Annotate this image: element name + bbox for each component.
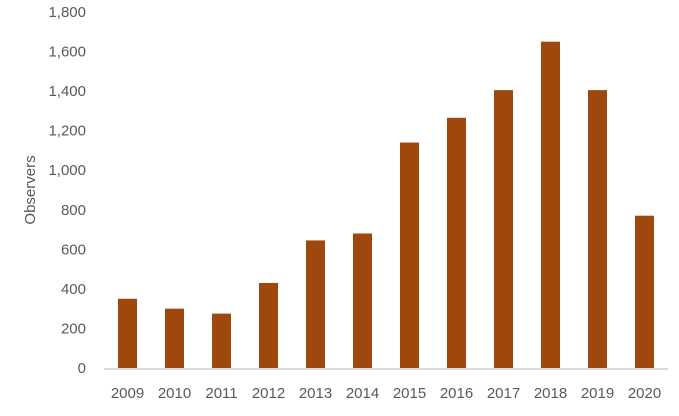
y-tick-label: 600: [61, 241, 86, 258]
bar-2014: [353, 233, 372, 368]
y-tick-label: 1,400: [48, 83, 86, 100]
bar-2010: [165, 308, 184, 368]
bar-2015: [400, 142, 419, 368]
x-tick-label: 2014: [346, 385, 379, 402]
y-tick-label: 1,200: [48, 123, 86, 140]
x-tick-label: 2017: [487, 385, 520, 402]
x-tick-label: 2013: [299, 385, 332, 402]
y-tick-label: 1,600: [48, 44, 86, 61]
x-tick-label: 2011: [205, 385, 237, 402]
y-tick-label: 1,000: [48, 162, 86, 179]
bar-2019: [588, 90, 607, 368]
bar-2013: [306, 240, 325, 368]
bar-2016: [447, 117, 466, 368]
bar-2012: [259, 282, 278, 368]
x-tick-label: 2010: [158, 385, 191, 402]
y-axis-label: Observers: [22, 155, 39, 224]
x-tick-label: 2015: [393, 385, 426, 402]
x-tick-label: 2016: [440, 385, 473, 402]
y-tick-label: 400: [61, 281, 86, 298]
y-tick-label: 200: [61, 320, 86, 337]
bar-2017: [494, 90, 513, 368]
y-tick-label: 0: [78, 360, 86, 377]
x-tick-label: 2018: [534, 385, 567, 402]
y-tick-label: 800: [61, 202, 86, 219]
x-tick-label: 2019: [581, 385, 614, 402]
bar-2018: [541, 41, 560, 369]
x-tick-label: 2020: [628, 385, 661, 402]
bar-2009: [118, 298, 137, 368]
bar-2011: [212, 313, 231, 368]
bar-2020: [635, 215, 654, 368]
y-tick-label: 1,800: [48, 4, 86, 21]
x-tick-label: 2009: [111, 385, 144, 402]
x-tick-label: 2012: [252, 385, 285, 402]
